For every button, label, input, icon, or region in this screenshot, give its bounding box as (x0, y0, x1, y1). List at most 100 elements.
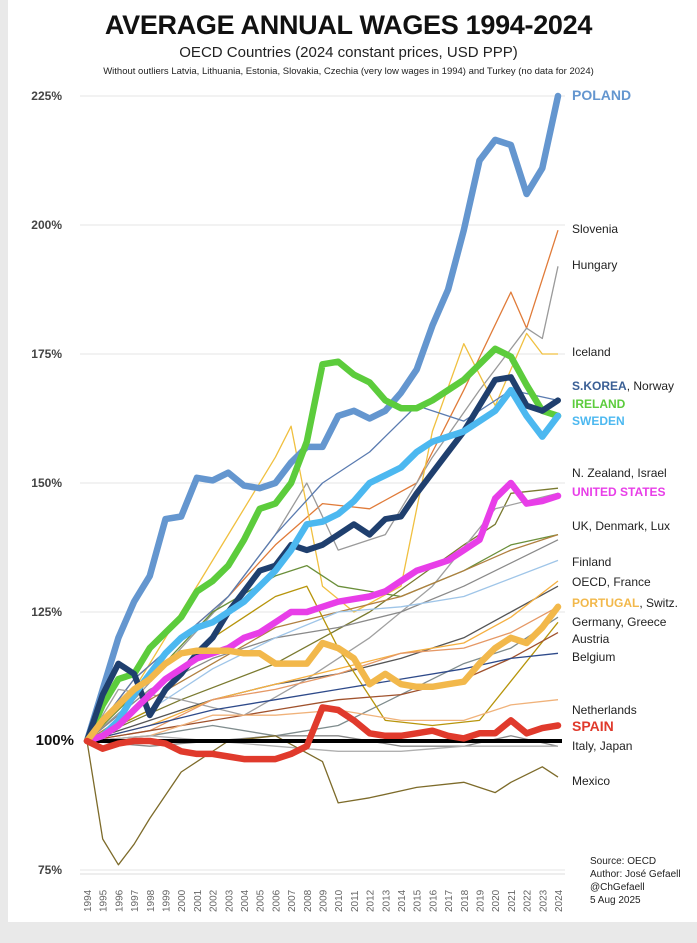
y-tick-label: 100% (36, 732, 74, 749)
x-tick-label: 2015 (413, 889, 424, 912)
end-label-text: N. Zealand, Israel (572, 466, 667, 480)
end-label-text: Finland (572, 555, 611, 569)
series-line-germany (86, 616, 559, 742)
x-tick-label: 2003 (224, 889, 235, 912)
x-tick-label: 2004 (240, 889, 251, 912)
end-label-text: Austria (572, 632, 610, 646)
end-label: Iceland (572, 345, 611, 359)
end-label-highlight: UNITED STATES (572, 485, 666, 499)
end-label: SWEDEN (572, 414, 625, 428)
series-line-iceland (86, 332, 558, 742)
series-line-mexico (86, 735, 559, 866)
x-tick-label: 2021 (507, 889, 518, 912)
end-label-highlight: IRELAND (572, 397, 626, 411)
x-tick-label: 1996 (114, 889, 125, 912)
x-tick-label: 2018 (460, 889, 471, 912)
x-tick-label: 1997 (130, 889, 141, 912)
end-label-text: Netherlands (572, 703, 637, 717)
x-tick-label: 2007 (287, 889, 298, 912)
series-line-sweden (83, 386, 562, 745)
x-tick-label: 2008 (303, 889, 314, 912)
end-label: Austria (572, 632, 610, 646)
credits: Source: OECD Author: José Gefaell @ChGef… (590, 855, 681, 907)
end-label: S.KOREA, Norway (572, 379, 674, 393)
end-label: Finland (572, 555, 611, 569)
end-label: N. Zealand, Israel (572, 466, 667, 480)
series-line-portugal (83, 603, 562, 745)
x-tick-label: 2010 (334, 889, 345, 912)
end-label-highlight: POLAND (572, 87, 631, 103)
series-line-belgium (86, 652, 559, 742)
x-tick-label: 2002 (209, 889, 220, 912)
y-tick-label: 150% (31, 476, 62, 490)
end-label: Germany, Greece (572, 615, 667, 629)
x-tick-label: 2022 (523, 889, 534, 912)
end-label: Netherlands (572, 703, 637, 717)
x-tick-label: 2017 (444, 889, 455, 912)
x-tick-label: 2024 (554, 889, 565, 912)
chart-subtitle: OECD Countries (2024 constant prices, US… (179, 44, 518, 61)
end-label: Belgium (572, 650, 615, 664)
chart-card (8, 0, 697, 922)
y-tick-label: 175% (31, 347, 62, 361)
series-line-austria (86, 632, 559, 742)
x-tick-label: 2016 (428, 889, 439, 912)
series-line-japan (86, 735, 558, 752)
end-label-text: Hungary (572, 258, 617, 272)
y-tick-label: 225% (31, 89, 62, 103)
y-tick-label: 200% (31, 218, 62, 232)
series-line-france (86, 580, 559, 742)
x-tick-label: 1999 (162, 889, 173, 912)
series-line-poland (83, 92, 562, 745)
x-tick-label: 2005 (256, 889, 267, 912)
x-tick-label: 2014 (397, 889, 408, 912)
author-text: Author: José Gefaell (590, 869, 681, 880)
handle-text: @ChGefaell (590, 882, 645, 893)
end-label: PORTUGAL, Switz. (572, 596, 678, 610)
series-line-spain (83, 704, 562, 763)
chart-title: AVERAGE ANNUAL WAGES 1994-2024 (104, 10, 593, 40)
x-tick-label: 2009 (319, 889, 330, 912)
end-label: POLAND (572, 87, 631, 103)
x-tick-label: 2019 (476, 889, 487, 912)
x-tick-label: 1998 (146, 889, 157, 912)
end-label-text: Italy, Japan (572, 739, 632, 753)
x-tick-label: 2023 (538, 889, 549, 912)
x-tick-label: 1994 (83, 889, 94, 912)
x-tick-label: 2006 (271, 889, 282, 912)
x-tick-label: 2013 (381, 889, 392, 912)
end-label: IRELAND (572, 397, 626, 411)
series-line-n-zealand (86, 487, 559, 742)
series-line-united-states (83, 479, 562, 745)
end-label-highlight: S.KOREA (572, 379, 627, 393)
end-label-highlight: SWEDEN (572, 414, 625, 428)
end-label-text: Germany, Greece (572, 615, 667, 629)
y-tick-label: 125% (31, 605, 62, 619)
end-label: Mexico (572, 774, 610, 788)
end-label: Slovenia (572, 222, 618, 236)
end-label: OECD, France (572, 575, 651, 589)
end-label-text: , Norway (627, 379, 674, 393)
end-label: Italy, Japan (572, 739, 632, 753)
y-tick-label: 75% (38, 863, 62, 877)
end-label: UNITED STATES (572, 485, 666, 499)
series-line-hungary (86, 266, 559, 742)
x-tick-label: 1995 (99, 889, 110, 912)
end-label: Hungary (572, 258, 617, 272)
source-text: Source: OECD (590, 856, 657, 867)
end-label-text: OECD, France (572, 575, 651, 589)
x-tick-label: 2001 (193, 889, 204, 912)
x-tick-label: 2020 (491, 889, 502, 912)
end-label-text: Belgium (572, 650, 615, 664)
end-label-text: Slovenia (572, 222, 618, 236)
end-label-highlight: PORTUGAL (572, 596, 639, 610)
end-label-text: Mexico (572, 774, 610, 788)
x-tick-label: 2000 (177, 889, 188, 912)
end-label: UK, Denmark, Lux (572, 519, 670, 533)
series-line-s-korea (84, 374, 561, 744)
end-label-text: UK, Denmark, Lux (572, 519, 670, 533)
date-text: 5 Aug 2025 (590, 895, 641, 906)
chart-note: Without outliers Latvia, Lithuania, Esto… (103, 66, 594, 77)
series-line-ireland (83, 345, 562, 745)
end-label: SPAIN (572, 718, 614, 734)
